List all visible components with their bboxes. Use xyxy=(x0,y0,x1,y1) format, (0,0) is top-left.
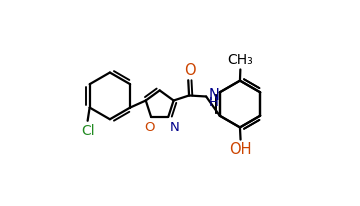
Text: Cl: Cl xyxy=(81,124,94,138)
Text: CH₃: CH₃ xyxy=(228,53,253,67)
Text: N: N xyxy=(208,88,220,103)
Text: OH: OH xyxy=(229,142,252,157)
Text: O: O xyxy=(184,63,195,78)
Text: H: H xyxy=(208,96,219,109)
Text: N: N xyxy=(169,121,179,134)
Text: O: O xyxy=(144,121,154,134)
